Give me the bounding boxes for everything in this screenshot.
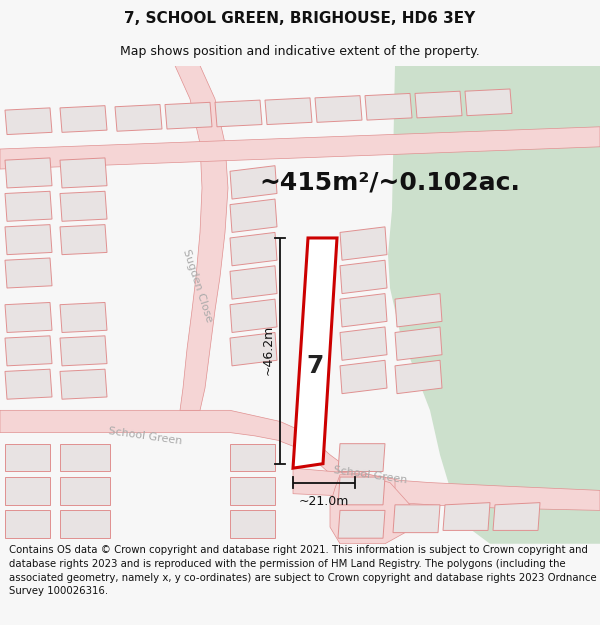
Polygon shape — [5, 511, 50, 538]
Polygon shape — [293, 238, 337, 468]
Polygon shape — [395, 294, 442, 327]
Polygon shape — [293, 468, 395, 505]
Polygon shape — [340, 360, 387, 394]
Polygon shape — [115, 104, 162, 131]
Polygon shape — [175, 66, 228, 411]
Polygon shape — [340, 260, 387, 294]
Polygon shape — [5, 258, 52, 288]
Polygon shape — [165, 102, 212, 129]
Polygon shape — [230, 511, 275, 538]
Polygon shape — [230, 332, 277, 366]
Polygon shape — [338, 477, 385, 505]
Polygon shape — [230, 299, 277, 332]
Polygon shape — [340, 227, 387, 260]
Polygon shape — [60, 369, 107, 399]
Polygon shape — [395, 327, 442, 360]
Polygon shape — [215, 100, 262, 127]
Polygon shape — [230, 477, 275, 505]
Text: Sugden Close: Sugden Close — [181, 248, 215, 324]
Polygon shape — [60, 302, 107, 332]
Polygon shape — [60, 477, 110, 505]
Polygon shape — [5, 369, 52, 399]
Polygon shape — [60, 224, 107, 254]
Polygon shape — [5, 191, 52, 221]
Polygon shape — [443, 503, 490, 531]
Polygon shape — [5, 108, 52, 134]
Text: ~21.0m: ~21.0m — [299, 495, 349, 508]
Polygon shape — [338, 511, 385, 538]
Polygon shape — [60, 444, 110, 471]
Polygon shape — [60, 191, 107, 221]
Polygon shape — [5, 302, 52, 332]
Polygon shape — [5, 224, 52, 254]
Polygon shape — [60, 336, 107, 366]
Polygon shape — [395, 360, 442, 394]
Polygon shape — [230, 166, 277, 199]
Polygon shape — [493, 503, 540, 531]
Polygon shape — [5, 477, 50, 505]
Polygon shape — [230, 266, 277, 299]
Polygon shape — [60, 158, 107, 188]
Polygon shape — [60, 511, 110, 538]
Polygon shape — [230, 232, 277, 266]
Polygon shape — [340, 327, 387, 360]
Polygon shape — [5, 444, 50, 471]
Polygon shape — [465, 89, 512, 116]
Polygon shape — [388, 66, 600, 544]
Text: ~415m²/~0.102ac.: ~415m²/~0.102ac. — [260, 171, 520, 194]
Polygon shape — [338, 444, 385, 471]
Text: ~46.2m: ~46.2m — [262, 325, 275, 376]
Polygon shape — [5, 158, 52, 188]
Polygon shape — [0, 127, 600, 169]
Polygon shape — [5, 336, 52, 366]
Polygon shape — [393, 505, 440, 532]
Polygon shape — [330, 475, 410, 544]
Text: Contains OS data © Crown copyright and database right 2021. This information is : Contains OS data © Crown copyright and d… — [9, 546, 596, 596]
Polygon shape — [230, 199, 277, 232]
Polygon shape — [340, 294, 387, 327]
Text: 7: 7 — [307, 354, 323, 378]
Polygon shape — [0, 411, 600, 511]
Polygon shape — [415, 91, 462, 118]
Polygon shape — [230, 444, 275, 471]
Text: School Green: School Green — [332, 464, 407, 485]
Polygon shape — [265, 98, 312, 124]
Polygon shape — [60, 106, 107, 132]
Text: Map shows position and indicative extent of the property.: Map shows position and indicative extent… — [120, 45, 480, 58]
Polygon shape — [365, 93, 412, 120]
Text: School Green: School Green — [107, 426, 182, 446]
Text: 7, SCHOOL GREEN, BRIGHOUSE, HD6 3EY: 7, SCHOOL GREEN, BRIGHOUSE, HD6 3EY — [124, 11, 476, 26]
Polygon shape — [315, 96, 362, 122]
